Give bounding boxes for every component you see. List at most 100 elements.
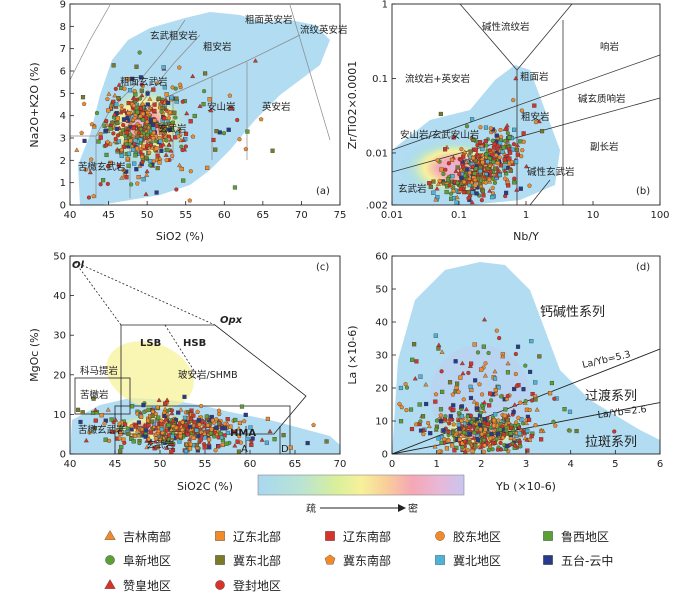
data-point [125,115,130,120]
data-point [466,370,471,375]
data-point [418,419,423,424]
data-point [177,162,183,168]
data-point [462,430,467,435]
data-point [144,444,150,450]
data-point [75,407,81,412]
data-point [130,117,136,122]
data-point [467,431,472,437]
data-point [489,431,494,437]
data-point [267,428,273,434]
data-point [188,427,194,432]
data-point [104,143,109,148]
data-point [152,108,157,113]
ytick-label: 2 [60,156,66,167]
data-point [169,408,174,413]
data-point [454,200,459,205]
data-point [145,133,150,138]
data-point [140,154,145,159]
xtick-label: 1 [433,459,439,470]
data-point [562,407,567,412]
data-point [421,427,427,433]
data-point [113,417,119,422]
data-point [481,344,486,349]
xtick-label: 60 [244,459,257,470]
ytick-label: 0 [382,450,388,461]
scatter-points-b [427,75,545,205]
legend-item: 辽东北部 [215,529,281,544]
ytick-label: 0.1 [372,74,388,85]
data-point [170,441,176,447]
data-point [134,146,140,151]
xtick-label: 50 [154,459,167,470]
xtick-label: 40 [64,210,77,221]
data-point [154,190,159,195]
data-point [475,438,480,443]
data-point [180,137,186,142]
data-point [164,138,169,143]
data-point [497,155,502,160]
legend-label: 阜新地区 [123,553,171,568]
data-point [529,434,534,439]
data-point [155,445,160,450]
data-point [479,403,484,408]
panel-label-a: (a) [316,186,330,197]
ytick-label: .002 [366,201,388,212]
data-point [500,353,506,359]
data-point [87,430,92,435]
data-point [480,188,485,194]
data-point [435,181,441,186]
data-point [131,103,137,108]
data-point [467,440,472,445]
data-point [491,159,496,165]
data-point [462,439,467,444]
data-point [512,180,517,185]
field-label-b-2: 流纹岩+英安岩 [405,73,470,85]
data-point [432,444,438,449]
legend-item: 五台-云中 [543,553,613,568]
density-colorbar: 疏 密 [257,474,465,515]
data-point [99,413,104,418]
data-point [245,436,250,442]
data-point [459,418,464,423]
data-point [236,425,242,431]
data-point [202,442,207,447]
data-point [214,425,219,430]
data-point [188,119,193,124]
data-point [503,407,508,412]
data-point [167,134,172,139]
data-point [160,105,165,111]
data-point [481,399,487,405]
data-point [509,425,514,430]
data-point [134,167,139,172]
data-point [115,116,120,121]
data-point [116,82,122,87]
data-point [516,415,521,420]
data-point [509,159,515,164]
data-point [178,407,184,412]
data-point [469,179,475,185]
data-point [483,168,489,173]
data-point [478,125,483,130]
data-point [192,113,197,119]
data-point [169,153,175,158]
data-point [288,445,293,450]
data-point [447,380,453,385]
data-point [207,445,212,450]
data-point [551,419,556,424]
data-point [510,97,516,102]
data-point [410,357,415,362]
data-point [473,378,478,383]
data-point [439,369,444,374]
data-point [521,131,526,136]
data-point [139,82,144,87]
data-point [470,449,475,454]
data-point [437,449,442,454]
data-point [487,436,493,441]
data-point [478,410,483,415]
data-point [483,180,488,185]
data-point [511,410,516,415]
legend-item: 赞皇地区 [104,579,171,593]
data-point [199,403,204,409]
